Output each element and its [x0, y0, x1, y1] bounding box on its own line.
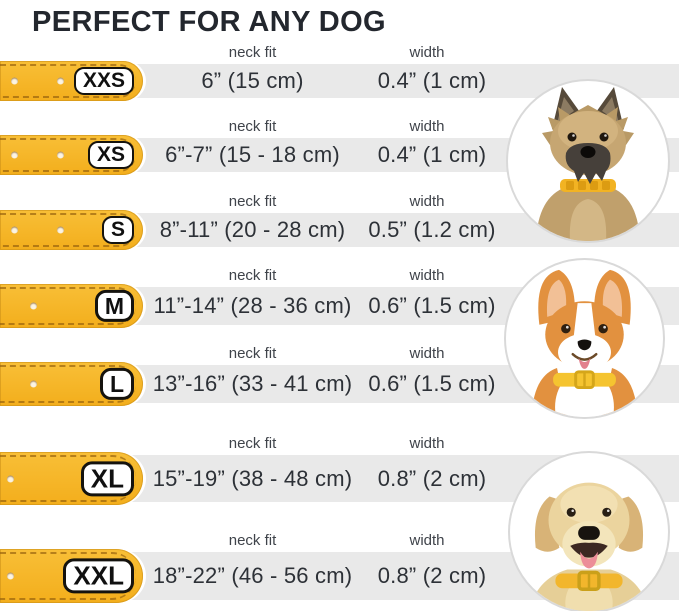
- width-header: width: [409, 44, 445, 61]
- collar-hole: [7, 475, 14, 482]
- width-value: 0.6” (1.5 cm): [368, 293, 496, 318]
- width-header: width: [409, 532, 445, 549]
- neck-fit-header: neck fit: [228, 118, 277, 135]
- neck-fit-header: neck fit: [228, 435, 277, 452]
- stitch-line: [0, 64, 136, 98]
- collar-hole: [11, 151, 18, 159]
- width-value: 0.8” (2 cm): [377, 465, 487, 491]
- stitch-line: [0, 287, 136, 325]
- collar-strap: L: [0, 362, 143, 406]
- size-badge: XS: [87, 140, 134, 170]
- corgi-illustration: [531, 269, 638, 417]
- size-badge: XL: [80, 460, 134, 497]
- width-header: width: [409, 435, 445, 452]
- collar-strap: S: [0, 210, 143, 250]
- terrier-photo: [506, 79, 670, 243]
- width-value: 0.4” (1 cm): [377, 68, 487, 93]
- labrador-illustration: [529, 482, 649, 611]
- collar-hole: [57, 151, 64, 159]
- collar-hole: [7, 572, 14, 580]
- width-value: 0.8” (2 cm): [377, 563, 487, 588]
- collar-strap: XL: [0, 452, 143, 505]
- size-badge: L: [99, 367, 134, 401]
- collar-hole: [11, 77, 18, 85]
- stitch-line: [0, 213, 136, 247]
- neck-fit-value: 11”-14” (28 - 36 cm): [153, 293, 352, 318]
- size-badge: XXS: [73, 66, 134, 96]
- neck-fit-value: 18”-22” (46 - 56 cm): [152, 563, 353, 588]
- neck-fit-header: neck fit: [228, 193, 277, 210]
- width-header: width: [409, 345, 445, 362]
- width-value: 0.5” (1.2 cm): [368, 217, 496, 242]
- collar-hole: [30, 302, 37, 310]
- neck-fit-value: 6” (15 cm): [201, 68, 304, 93]
- corgi-photo: [504, 258, 665, 419]
- stitch-line: [0, 138, 136, 172]
- stitch-line: [0, 365, 136, 403]
- neck-fit-header: neck fit: [228, 267, 277, 284]
- neck-fit-value: 6”-7” (15 - 18 cm): [165, 142, 340, 167]
- stitch-line: [0, 552, 136, 600]
- width-value: 0.4” (1 cm): [377, 142, 487, 167]
- neck-fit-header: neck fit: [228, 532, 277, 549]
- neck-fit-header: neck fit: [228, 44, 277, 61]
- collar-strap: XXS: [0, 61, 143, 101]
- collar-hole: [57, 77, 64, 85]
- size-badge: XXL: [63, 558, 134, 594]
- collar-hole: [30, 380, 37, 388]
- collar-hole: [11, 226, 18, 234]
- terrier-illustration: [536, 87, 640, 241]
- neck-fit-value: 8”-11” (20 - 28 cm): [159, 217, 346, 242]
- neck-fit-value: 13”-16” (33 - 41 cm): [152, 371, 353, 396]
- collar-strap: M: [0, 284, 143, 328]
- width-header: width: [409, 118, 445, 135]
- width-header: width: [409, 193, 445, 210]
- labrador-photo: [508, 451, 670, 611]
- page-title: PERFECT FOR ANY DOG: [32, 6, 387, 38]
- neck-fit-header: neck fit: [228, 345, 277, 362]
- width-value: 0.6” (1.5 cm): [368, 371, 496, 396]
- collar-strap: XXL: [0, 549, 143, 603]
- collar-hole: [57, 226, 64, 234]
- width-header: width: [409, 267, 445, 284]
- collar-strap: XS: [0, 135, 143, 175]
- stitch-line: [0, 455, 136, 502]
- size-badge: S: [101, 215, 134, 245]
- size-badge: M: [94, 289, 134, 323]
- neck-fit-value: 15”-19” (38 - 48 cm): [152, 465, 353, 491]
